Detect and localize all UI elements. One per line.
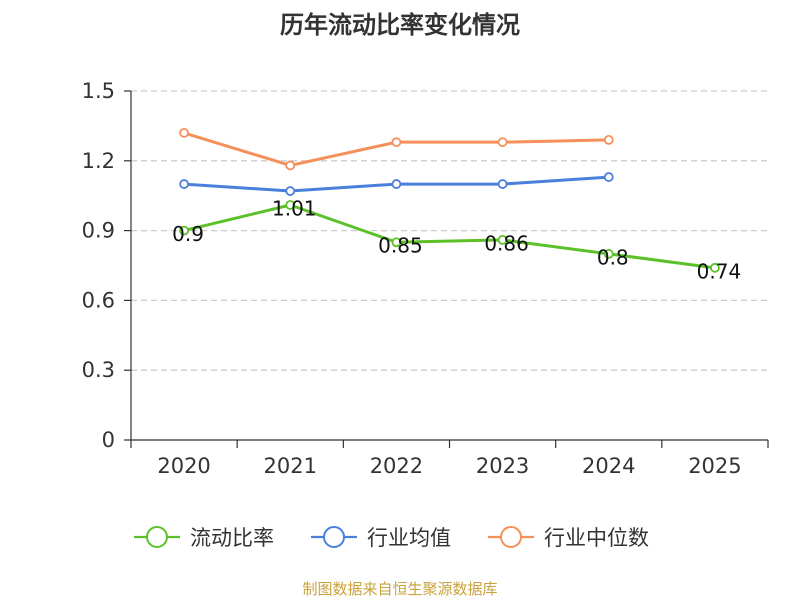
data-point: [497, 179, 508, 189]
y-tick-label: 1.5: [82, 79, 115, 103]
y-tick-label: 0: [102, 428, 115, 452]
legend-marker: [146, 526, 168, 548]
data-point: [603, 248, 614, 259]
data-label: 0.9: [172, 222, 204, 246]
data-point: [285, 186, 296, 196]
data-point: [285, 200, 296, 210]
x-tick-label: 2025: [688, 454, 741, 478]
data-label: 0.8: [597, 245, 629, 269]
legend-marker: [323, 526, 345, 548]
legend: 流动比率 行业均值 行业中位数: [134, 526, 649, 550]
x-tick-label: 2020: [157, 454, 210, 478]
grid-lines: [131, 90, 768, 371]
series-group: 0.9 1.01 0.85 0.86 0.8 0.74: [172, 127, 741, 284]
series-3: [179, 127, 614, 171]
legend-item: 行业均值: [311, 526, 451, 550]
series-line: [183, 203, 716, 270]
data-point: [285, 160, 296, 171]
x-tick-label: 2024: [582, 454, 635, 478]
legend-item: 行业中位数: [488, 526, 649, 550]
data-point: [179, 179, 189, 189]
data-point: [391, 137, 402, 148]
axes: 0 0.3 0.6 0.9 1.2 1.5 2020 2021 2022 2023 2024 2025: [82, 79, 769, 478]
x-tick-label: 2021: [264, 454, 317, 478]
legend-label: 行业均值: [367, 526, 451, 550]
y-tick-label: 1.2: [82, 149, 115, 173]
legend-marker: [500, 526, 522, 548]
chart-title: 历年流动比率变化情况: [280, 11, 520, 39]
data-point: [179, 127, 189, 138]
data-point: [497, 137, 508, 148]
y-tick-label: 0.6: [82, 288, 115, 312]
legend-item: 流动比率: [134, 526, 274, 550]
source-note: 制图数据来自恒生聚源数据库: [302, 580, 497, 598]
data-point: [391, 179, 402, 189]
y-tick-label: 0.3: [82, 358, 115, 382]
data-point: [497, 235, 508, 245]
data-point: [603, 172, 614, 182]
data-point: [710, 262, 720, 273]
x-tick-label: 2023: [476, 454, 529, 478]
data-point: [391, 237, 402, 248]
y-tick-label: 0.9: [82, 219, 115, 243]
legend-label: 流动比率: [190, 526, 274, 550]
series-2: [179, 172, 614, 196]
legend-label: 行业中位数: [544, 526, 649, 550]
data-label: 0.85: [378, 234, 423, 258]
x-tick-label: 2022: [370, 454, 423, 478]
data-point: [603, 134, 614, 145]
data-label: 0.86: [484, 231, 529, 255]
data-label: 0.74: [697, 259, 742, 283]
data-point: [179, 225, 189, 236]
data-label: 1.01: [272, 197, 317, 221]
series-1: 0.9 1.01 0.85 0.86 0.8 0.74: [172, 197, 741, 284]
